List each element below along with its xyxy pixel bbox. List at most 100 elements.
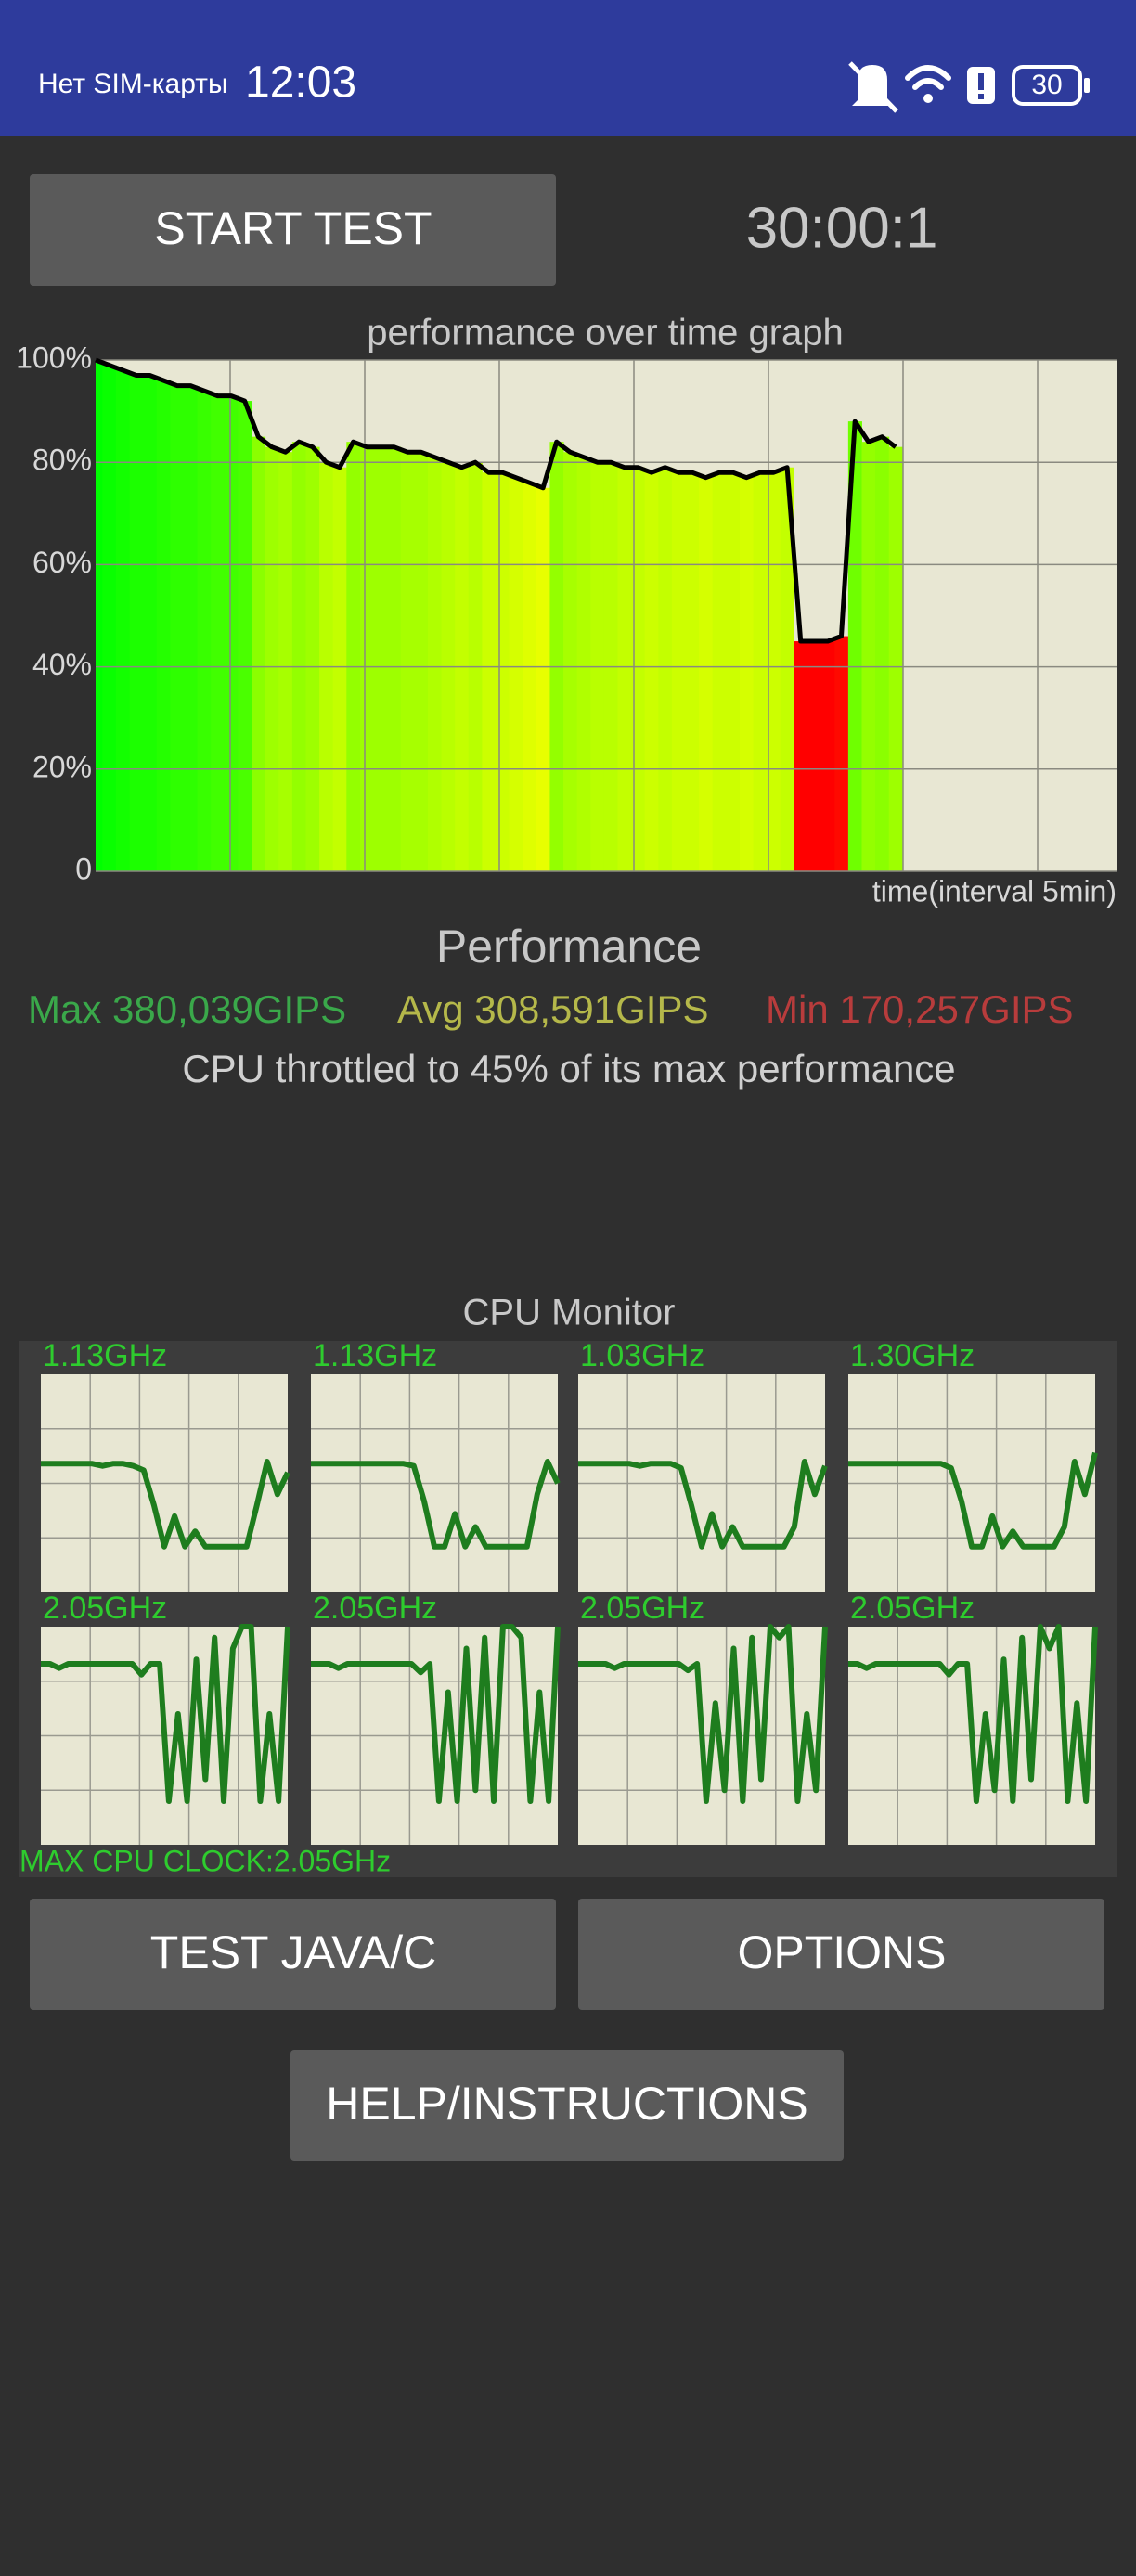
core-clock: 1.03GHz (580, 1338, 704, 1373)
start-test-label[interactable]: START TEST (154, 202, 432, 254)
core-clock: 2.05GHz (580, 1591, 704, 1626)
y-tick-label: 60% (32, 546, 92, 579)
performance-column (726, 472, 741, 871)
options-label[interactable]: OPTIONS (737, 1926, 946, 1978)
core-clock: 2.05GHz (850, 1591, 975, 1626)
performance-column (495, 472, 510, 871)
performance-column (685, 472, 700, 871)
clock: 12:03 (245, 58, 356, 108)
performance-column (156, 380, 171, 871)
throttle-message: CPU throttled to 45% of its max performa… (182, 1047, 955, 1090)
min-performance: Min 170,257GIPS (766, 987, 1074, 1031)
performance-column (373, 446, 388, 871)
performance-column (549, 442, 564, 871)
performance-column (699, 477, 714, 871)
performance-column (359, 446, 375, 871)
performance-column (387, 446, 402, 871)
max-cpu-clock: MAX CPU CLOCK:2.05GHz (19, 1844, 391, 1877)
options-button[interactable] (578, 1899, 1104, 2010)
performance-column (238, 401, 252, 871)
y-tick-label: 40% (32, 648, 92, 681)
cpu-monitor-title: CPU Monitor (463, 1293, 676, 1333)
performance-column (617, 467, 632, 871)
start-test-button[interactable] (30, 174, 556, 286)
performance-column (767, 472, 781, 871)
performance-column (224, 395, 239, 871)
performance-column (794, 641, 808, 871)
performance-column (211, 395, 226, 871)
performance-column (807, 641, 822, 871)
performance-column (536, 487, 550, 871)
y-tick-label: 80% (32, 444, 92, 477)
test-java-label[interactable]: TEST JAVA/C (150, 1926, 436, 1978)
performance-column (658, 467, 673, 871)
plot: 0 20% 40% 60% 80% 100% (16, 341, 1117, 885)
performance-column (183, 385, 199, 871)
performance-column (414, 452, 429, 871)
performance-column (96, 360, 103, 871)
performance-column (644, 472, 659, 871)
performance-title: Performance (436, 921, 702, 972)
performance-column (576, 457, 591, 871)
performance-column (346, 442, 361, 871)
cpu-cores: 1.13GHz 1.13GHz 1.03GHz 1.30GHz 2.05GHz 2.05G… (41, 1338, 1098, 1845)
performance-line (95, 357, 897, 644)
performance-column (753, 472, 768, 871)
graph-title: performance over time graph (367, 313, 844, 354)
performance-column (834, 636, 849, 871)
bell-off-icon (848, 61, 898, 113)
performance-column (780, 467, 794, 871)
max-performance: Max 380,039GIPS (28, 987, 346, 1031)
performance-column (170, 385, 185, 871)
performance-column (332, 467, 347, 871)
performance-column (861, 442, 876, 871)
performance-column (631, 467, 646, 871)
wifi-icon (905, 65, 951, 103)
alert-icon (967, 67, 995, 104)
performance-column (847, 421, 862, 871)
y-tick-label: 100% (16, 341, 92, 374)
core-load-line (311, 1459, 561, 1550)
performance-column (563, 452, 578, 871)
avg-performance: Avg 308,591GIPS (397, 987, 708, 1031)
battery-level: 30 (1031, 70, 1062, 100)
core-clock: 1.13GHz (313, 1338, 437, 1373)
test-java-button[interactable] (30, 1899, 556, 2010)
performance-column (115, 370, 131, 871)
performance-column (820, 641, 835, 871)
core-clock: 1.13GHz (43, 1338, 167, 1373)
performance-column (427, 457, 443, 871)
core-clock: 2.05GHz (43, 1591, 167, 1626)
performance-column (102, 365, 117, 871)
performance-column (482, 472, 497, 871)
performance-column (671, 472, 687, 871)
performance-column (739, 477, 755, 871)
performance-column (278, 452, 293, 871)
performance-column (291, 442, 306, 871)
y-tick-label: 0 (75, 852, 92, 885)
help-button[interactable] (290, 2050, 844, 2161)
help-label[interactable]: HELP/INSTRUCTIONS (326, 2078, 808, 2130)
performance-column (875, 436, 890, 871)
performance-column (265, 446, 279, 871)
core-load-line (41, 1459, 290, 1550)
performance-column (523, 483, 537, 871)
performance-column (888, 446, 903, 871)
performance-column (143, 375, 158, 871)
core-clock: 2.05GHz (313, 1591, 437, 1626)
core-load-line (848, 1624, 1098, 1804)
core-load-line (311, 1624, 561, 1804)
core-clock: 1.30GHz (850, 1338, 975, 1373)
performance-column (197, 391, 212, 871)
performance-column (509, 477, 523, 871)
core-load-line (578, 1459, 828, 1550)
timer: 30:00:1 (746, 196, 938, 260)
performance-column (455, 467, 470, 871)
x-axis-label: time(interval 5min) (872, 874, 1117, 908)
performance-column (400, 452, 415, 871)
core-load-line (578, 1624, 828, 1804)
performance-column (129, 375, 144, 871)
performance-column (252, 436, 266, 871)
